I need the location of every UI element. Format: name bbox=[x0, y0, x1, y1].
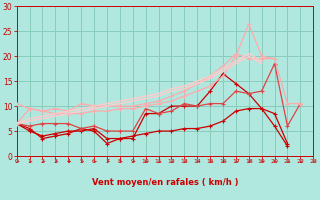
X-axis label: Vent moyen/en rafales ( km/h ): Vent moyen/en rafales ( km/h ) bbox=[92, 178, 238, 187]
